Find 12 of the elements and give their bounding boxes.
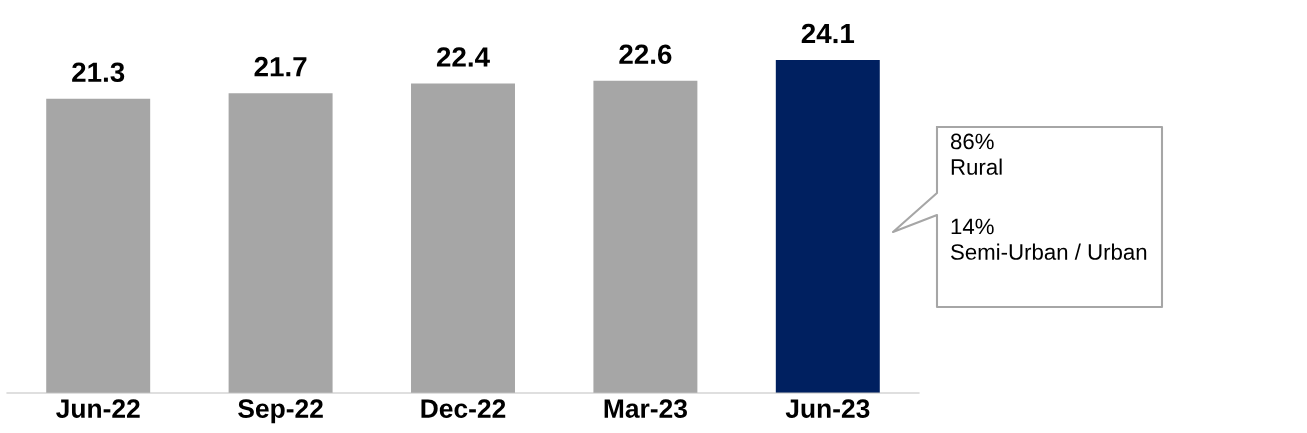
text: 86% Rural: [950, 133, 1002, 175]
x-tick-label: Jun-22: [56, 399, 140, 418]
text: 14% Semi-Urban / Urban: [951, 218, 1147, 260]
data-label: 21.3: [72, 62, 125, 83]
x-tick-label: Sep-22: [238, 399, 323, 424]
x-tick-label: Jun-23: [785, 399, 870, 418]
x-tick-label: Mar-23: [604, 399, 687, 418]
data-label: 24.1: [801, 23, 855, 44]
data-label: 22.6: [619, 44, 672, 65]
data-label: 21.7: [254, 56, 307, 77]
x-tick-label: Dec-22: [421, 399, 506, 418]
data-label: 22.4: [436, 47, 490, 67]
